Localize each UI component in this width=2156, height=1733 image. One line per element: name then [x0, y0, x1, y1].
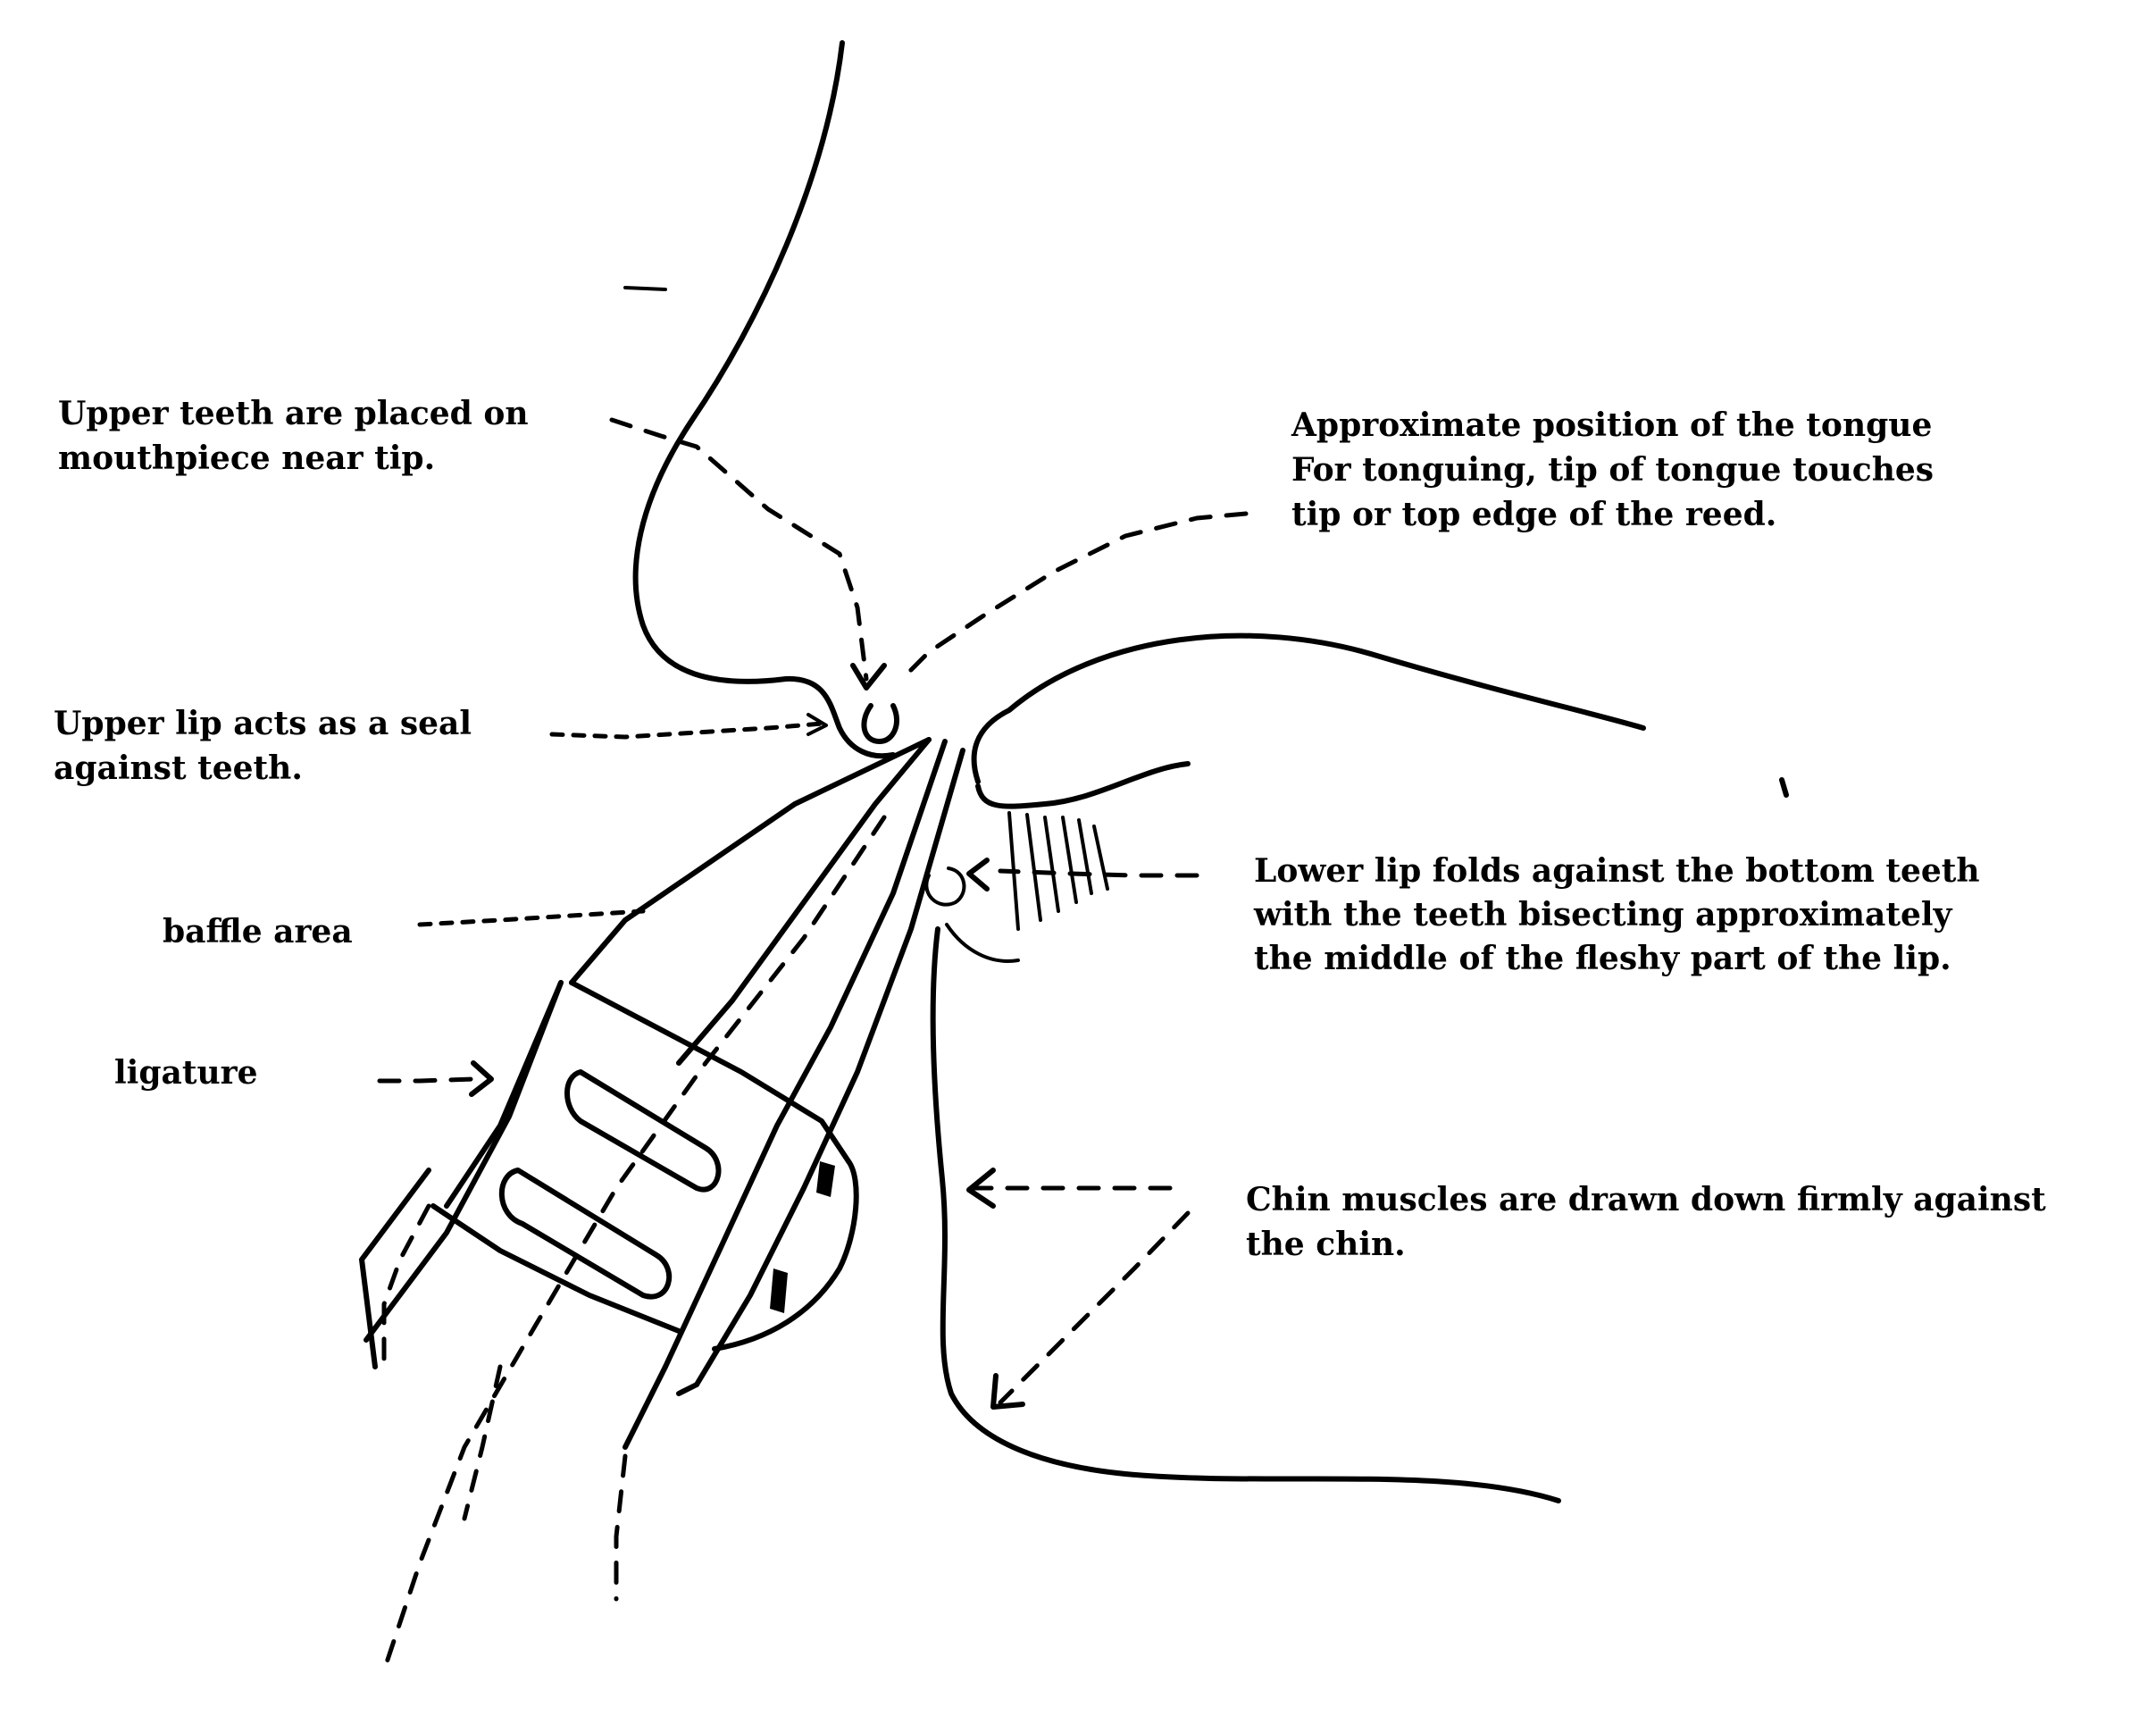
baffle-label: baffle area — [163, 913, 353, 950]
ligature-band-bottom — [430, 1203, 681, 1334]
stray-mark-right — [1779, 777, 1789, 798]
lower-lip-label-line3: the middle of the fleshy part of the lip… — [1254, 940, 1951, 977]
ligature-screw-top — [816, 1161, 835, 1197]
upper-lip-arrowhead — [806, 713, 828, 736]
lower-lip-arrowhead — [966, 858, 990, 892]
lower-lip-label-line1: Lower lip folds against the bottom teeth — [1254, 852, 1980, 890]
lower-lip-label-line2: with the teeth bisecting approximately — [1253, 896, 1953, 933]
ligature-arrowhead — [469, 1060, 494, 1097]
chin-diagonal-arrowhead — [990, 1373, 1025, 1410]
tongue-outline — [971, 632, 1646, 784]
mouthpiece-lower-edge — [623, 1364, 699, 1450]
chin-leader-diagonal — [998, 1210, 1191, 1405]
upper-teeth-leader — [609, 417, 869, 682]
mouthpiece — [359, 737, 965, 1673]
annotations: Upper teeth are placed on mouthpiece nea… — [54, 395, 2046, 1263]
stray-mark — [623, 286, 667, 291]
upper-lip — [861, 703, 899, 744]
mouthpiece-bottom-dash — [381, 1203, 431, 1369]
lower-lip-top — [975, 761, 1191, 809]
upper-lip-label-line2: against teeth. — [54, 749, 303, 787]
ligature-right-curve — [712, 1159, 859, 1352]
ligature-leader — [377, 1076, 476, 1084]
chin-arrowhead — [966, 1168, 996, 1209]
ligature-left-edge — [444, 980, 564, 1209]
upper-teeth-arrowhead — [850, 663, 887, 691]
chin-label-line1: Chin muscles are drawn down firmly again… — [1246, 1181, 2046, 1218]
upper-lip-label-line1: Upper lip acts as a seal — [54, 705, 472, 742]
ligature — [430, 980, 859, 1352]
upper-teeth-label-line2: mouthpiece near tip. — [58, 440, 435, 477]
lower-lip-leader — [998, 868, 1199, 878]
mouthpiece-hidden-line-1 — [381, 815, 887, 1673]
ligature-slot-lower — [498, 1168, 673, 1300]
upper-lip-leader — [549, 721, 824, 740]
ligature-band-top — [569, 980, 851, 1164]
ligature-label: ligature — [114, 1054, 258, 1092]
lower-lip-fold — [924, 866, 966, 907]
mouthpiece-inner-line — [676, 737, 932, 1066]
chin-outline — [930, 926, 1561, 1503]
tongue-label-line3: tip or top edge of the reed. — [1291, 496, 1776, 533]
mouthpiece-top-edge — [569, 737, 932, 985]
chin-label-line2: the chin. — [1246, 1226, 1406, 1263]
tongue-label-line2: For tonguing, tip of tongue touches — [1291, 451, 1934, 489]
leader-lines — [377, 417, 1249, 1410]
baffle-leader — [417, 908, 646, 927]
mouthpiece-bottom-left — [359, 1168, 431, 1369]
reed-edge-1 — [663, 739, 948, 1369]
bottom-teeth-hatching — [1007, 811, 1109, 931]
mouthpiece-left-edge — [364, 980, 564, 1343]
mouthpiece-hidden-line-3 — [462, 1364, 503, 1521]
tongue-label-line1: Approximate position of the tongue — [1291, 406, 1932, 444]
upper-teeth-label-line1: Upper teeth are placed on — [58, 395, 529, 432]
ligature-screw-bottom — [770, 1268, 788, 1313]
mouthpiece-hidden-line-2 — [614, 1453, 628, 1602]
nose-outline — [632, 40, 896, 759]
lower-lip-curve — [945, 923, 1020, 963]
tongue-leader — [899, 511, 1249, 682]
ligature-slot-upper — [564, 1069, 722, 1193]
face-profile — [623, 40, 1789, 1503]
